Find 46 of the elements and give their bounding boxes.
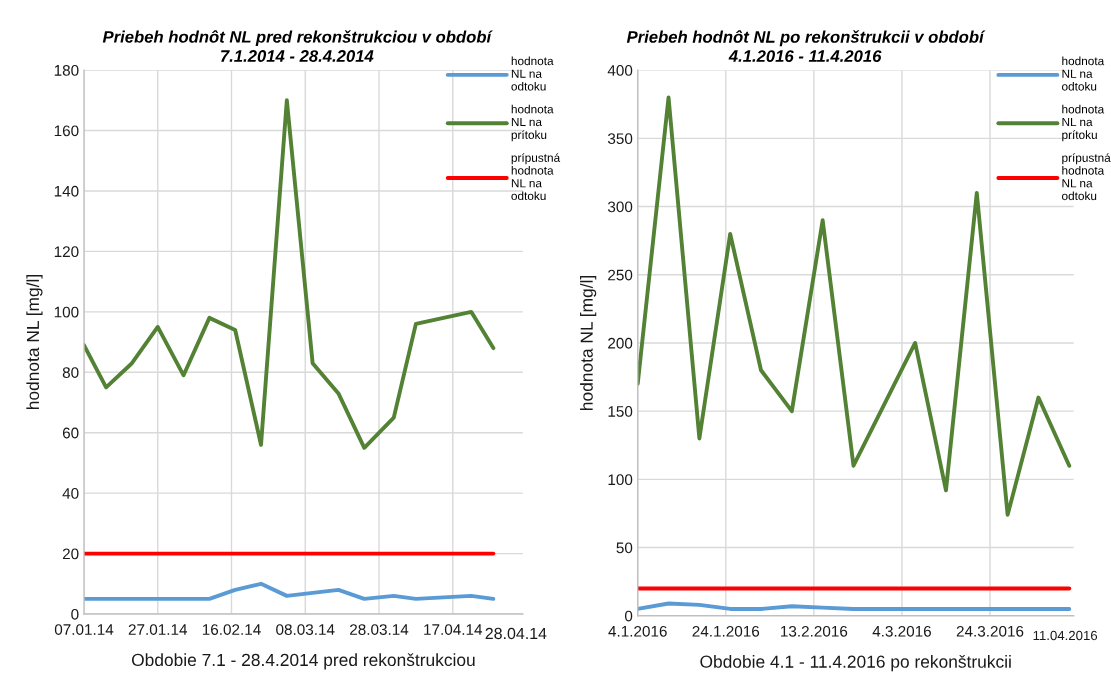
chart-title: Priebeh hodnôt NL pred rekonštrukciou v období 7.1.2014 - 28.4.2014 <box>102 30 493 62</box>
x-tick-label: 4.1.2016 <box>608 625 667 637</box>
legend-label: hodnota NL na odtoku <box>1062 56 1105 91</box>
y-tick-label: 40 <box>62 488 79 499</box>
y-tick-label: 80 <box>62 367 79 378</box>
x-tick-label: 4.3.2016 <box>872 625 931 637</box>
y-tick-label: 140 <box>54 185 79 197</box>
y-tick-label: 0 <box>624 610 633 622</box>
x-tick-label: 24.1.2016 <box>692 625 760 637</box>
line-series <box>83 581 496 601</box>
y-axis-title: hodnota NL [mg/l] <box>26 275 43 410</box>
y-tick-label: 60 <box>62 427 79 439</box>
y-tick-label: 200 <box>608 337 633 349</box>
legend-label: prípustná hodnota NL na odtoku <box>511 153 561 201</box>
legend-label: prípustná hodnota NL na odtoku <box>1062 153 1111 201</box>
text: 28.04.14 <box>485 627 547 640</box>
x-axis-title: Obdobie 4.1 - 11.4.2016 po rekonštrukcii <box>700 655 1011 672</box>
y-tick-label: 400 <box>607 65 633 76</box>
y-tick-label: 250 <box>608 269 633 281</box>
y-tick-label: 0 <box>71 608 79 620</box>
x-tick-label: 16.02.14 <box>202 624 261 635</box>
x-tick-label: 13.2.2016 <box>781 625 848 637</box>
y-tick-label: 100 <box>54 306 79 318</box>
y-tick-label: 100 <box>608 474 633 486</box>
x-tick-label: 28.03.14 <box>350 624 409 635</box>
y-tick-label: 300 <box>607 201 633 213</box>
x-axis-title: Obdobie 7.1 - 28.4.2014 pred rekonštrukciou <box>131 653 475 670</box>
line-series <box>83 98 496 450</box>
legend-label: hodnota NL na prítoku <box>511 104 554 142</box>
y-tick-label: 160 <box>54 125 79 137</box>
x-tick-label: 08.03.14 <box>276 624 335 635</box>
legend-label: hodnota NL na odtoku <box>511 56 554 91</box>
x-tick-label: 17.04.14 <box>424 624 483 635</box>
y-tick-label: 350 <box>607 133 633 145</box>
y-tick-label: 20 <box>62 548 79 560</box>
y-tick-label: 120 <box>54 246 79 258</box>
x-tick-label: 24.3.2016 <box>956 625 1024 637</box>
legend-label: hodnota NL na prítoku <box>1062 104 1105 142</box>
y-axis-title: hodnota NL [mg/l] <box>580 276 597 410</box>
y-tick-label: 180 <box>54 64 79 76</box>
y-tick-label: 50 <box>616 542 633 554</box>
x-tick-label: 07.01.14 <box>54 624 114 635</box>
chart-title: Priebeh hodnôt NL po rekonštrukcii v období 4.1.2016 - 11.4.2016 <box>626 30 986 62</box>
y-tick-label: 150 <box>608 406 633 417</box>
text: 11.04.2016 <box>1033 630 1098 641</box>
x-tick-label: 27.01.14 <box>128 624 188 635</box>
